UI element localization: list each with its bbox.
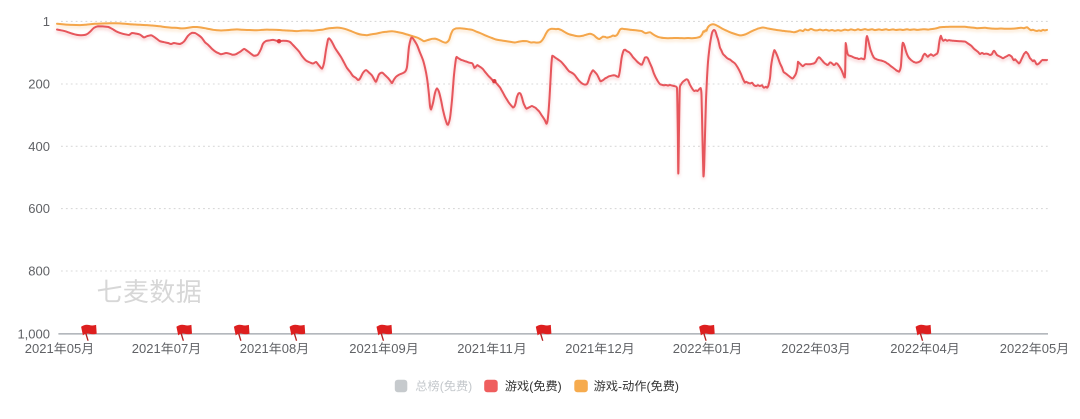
svg-text:03: 03 (823, 341, 837, 356)
svg-text:2022: 2022 (1000, 341, 1029, 356)
svg-text:-: - (618, 379, 622, 393)
svg-text:1,000: 1,000 (17, 326, 50, 341)
svg-text:2021: 2021 (240, 341, 269, 356)
svg-text:2022: 2022 (890, 341, 919, 356)
svg-text:07: 07 (174, 341, 188, 356)
svg-text:2021: 2021 (25, 341, 54, 356)
svg-text:2021: 2021 (349, 341, 378, 356)
svg-text:(: ( (529, 379, 533, 393)
svg-text:01: 01 (715, 341, 729, 356)
svg-text:(: ( (646, 379, 650, 393)
svg-text:): ) (468, 379, 472, 393)
svg-text:04: 04 (932, 341, 946, 356)
svg-text:2022: 2022 (673, 341, 702, 356)
svg-text:08: 08 (282, 341, 296, 356)
svg-text:(: ( (440, 379, 444, 393)
svg-text:2021: 2021 (565, 341, 594, 356)
svg-text:1: 1 (43, 14, 50, 29)
svg-text:): ) (675, 379, 679, 393)
svg-text:2021: 2021 (132, 341, 161, 356)
svg-text:): ) (558, 379, 562, 393)
svg-text:800: 800 (28, 264, 50, 279)
svg-text:12: 12 (607, 341, 621, 356)
svg-text:400: 400 (28, 139, 50, 154)
svg-text:200: 200 (28, 77, 50, 92)
svg-text:05: 05 (1042, 341, 1056, 356)
svg-text:600: 600 (28, 201, 50, 216)
svg-text:11: 11 (499, 341, 512, 356)
svg-text:2021: 2021 (457, 341, 486, 356)
svg-text:05: 05 (67, 341, 81, 356)
svg-text:09: 09 (391, 341, 405, 356)
svg-text:2022: 2022 (781, 341, 810, 356)
